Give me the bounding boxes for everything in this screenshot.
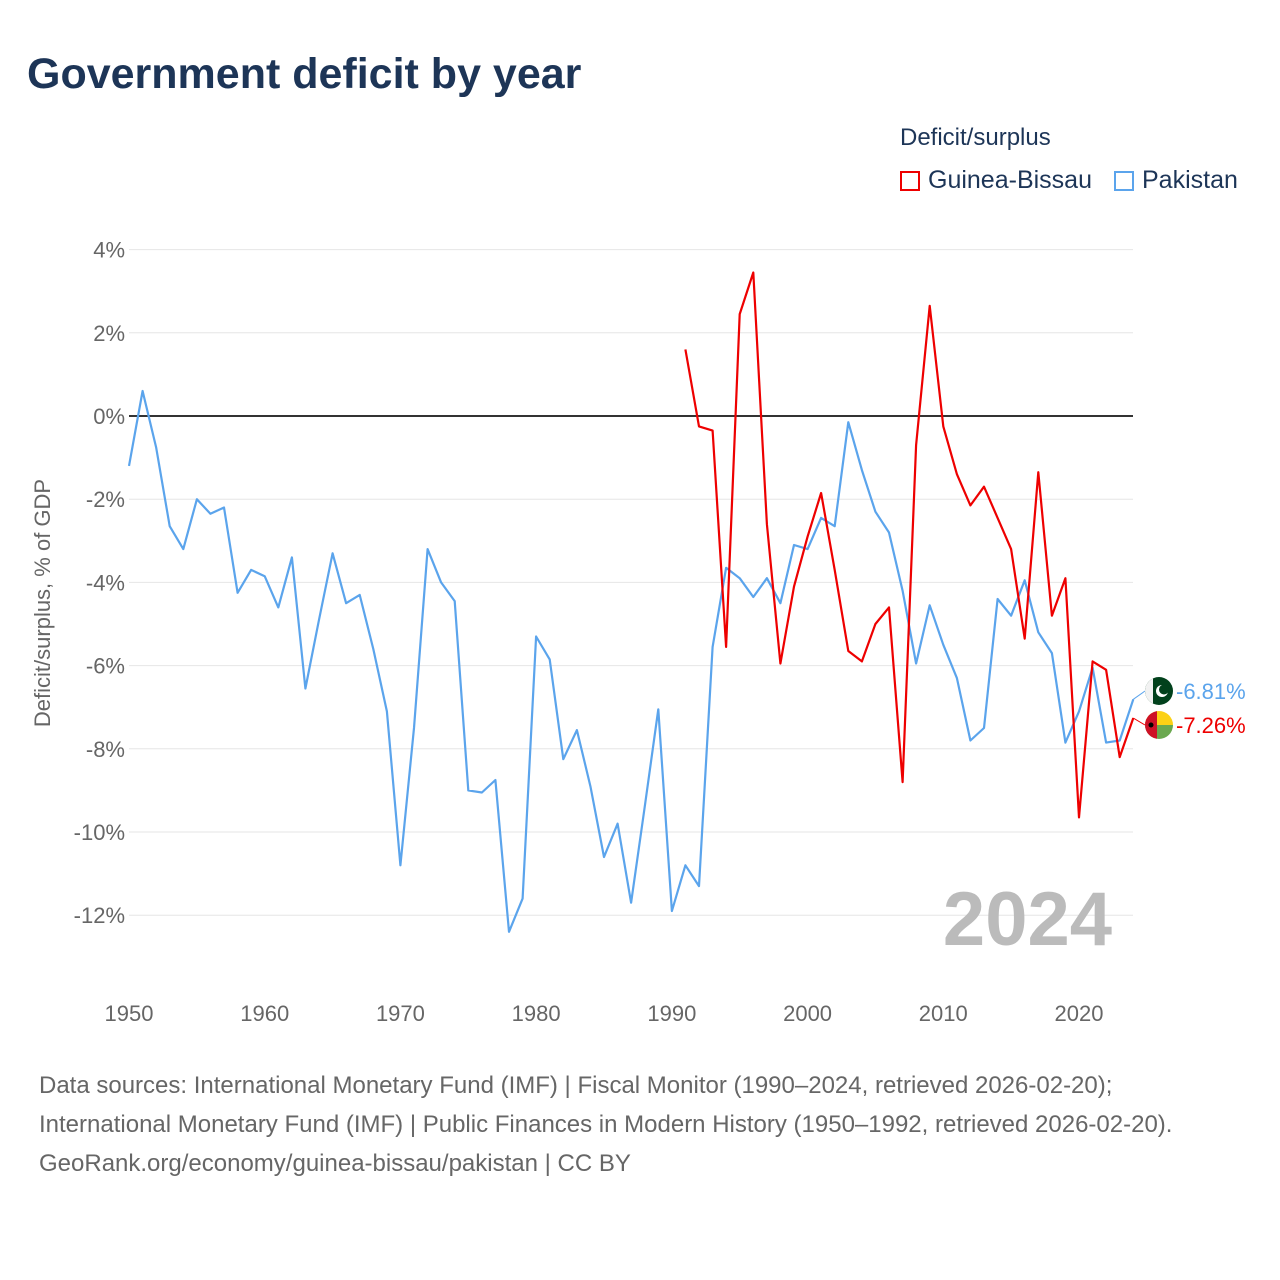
- x-tick-label: 1980: [512, 1001, 561, 1026]
- legend-swatch: [900, 170, 920, 191]
- chart-title: Government deficit by year: [27, 50, 582, 98]
- x-tick-label: 1970: [376, 1001, 425, 1026]
- y-tick-label: -6%: [86, 654, 125, 679]
- legend-label: Pakistan: [1142, 166, 1238, 194]
- flag-star: [1148, 722, 1154, 728]
- guinea-bissau-flag-icon: [1145, 711, 1173, 739]
- legend-swatch: [1114, 170, 1134, 191]
- legend-label: Guinea-Bissau: [928, 166, 1092, 194]
- x-tick-label: 2020: [1055, 1001, 1104, 1026]
- y-tick-label: -8%: [86, 737, 125, 762]
- footer: Data sources: International Monetary Fun…: [39, 1066, 1239, 1183]
- y-tick-label: 4%: [93, 238, 125, 263]
- legend-item-guinea-bissau[interactable]: Guinea-Bissau: [900, 166, 1092, 195]
- end-value-label: -6.81%: [1176, 679, 1246, 704]
- x-tick-label: 1990: [647, 1001, 696, 1026]
- y-tick-label: -4%: [86, 570, 125, 595]
- x-tick-label: 2010: [919, 1001, 968, 1026]
- end-value-label: -7.26%: [1176, 713, 1246, 738]
- legend-item-pakistan[interactable]: Pakistan: [1114, 166, 1238, 195]
- y-tick-label: -12%: [74, 903, 125, 928]
- x-tick-label: 1950: [105, 1001, 154, 1026]
- data-sources: Data sources: International Monetary Fun…: [39, 1072, 1173, 1138]
- flag-white: [1145, 677, 1153, 705]
- flag-body: [1145, 711, 1173, 739]
- x-tick-label: 2000: [783, 1001, 832, 1026]
- flag-body: [1145, 677, 1173, 705]
- flag-crescent-cut: [1159, 684, 1169, 695]
- series-line-guinea-bissau: [684, 271, 1135, 819]
- source-link[interactable]: GeoRank.org/economy/guinea-bissau/pakist…: [39, 1150, 631, 1177]
- y-tick-label: -2%: [86, 487, 125, 512]
- end-connector: [1133, 717, 1146, 726]
- chart-plot: 4% 2% 0% -2% -4% -6% -8% -10% -12% 1950 1960 1970 19…: [30, 238, 1246, 1026]
- x-tick-label: 1960: [240, 1001, 289, 1026]
- pakistan-flag-icon: [1145, 677, 1173, 705]
- y-tick-label: 0%: [93, 404, 125, 429]
- y-tick-label: -10%: [74, 820, 125, 845]
- legend-title: Deficit/surplus: [900, 124, 1051, 151]
- end-connector: [1132, 690, 1146, 700]
- y-tick-label: 2%: [93, 321, 125, 346]
- year-watermark: 2024: [943, 877, 1112, 962]
- series-line-pakistan: [127, 389, 1135, 933]
- y-axis-label: Deficit/surplus, % of GDP: [30, 479, 55, 727]
